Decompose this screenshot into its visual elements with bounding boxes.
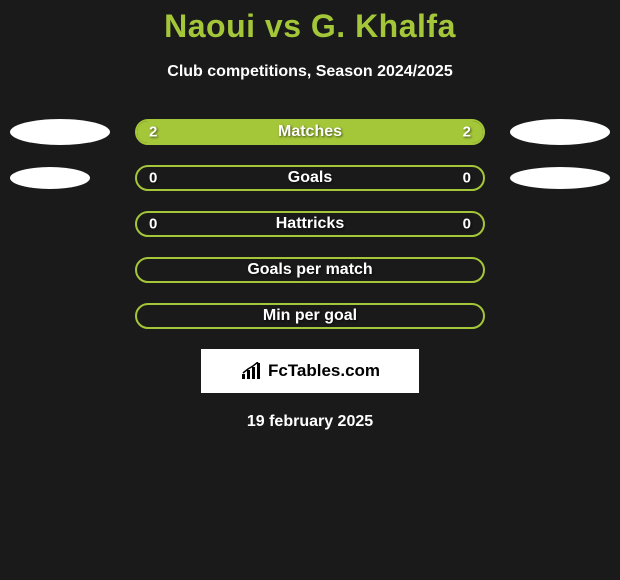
stat-row: 0 Hattricks 0 bbox=[0, 211, 620, 237]
brand-box[interactable]: FcTables.com bbox=[201, 349, 419, 393]
stat-value-right: 2 bbox=[463, 124, 471, 141]
stat-value-right: 0 bbox=[463, 170, 471, 187]
stats-rows: 2 Matches 2 0 Goals 0 0 Hattricks 0 Goals per mat… bbox=[0, 119, 620, 329]
stat-row: 2 Matches 2 bbox=[0, 119, 620, 145]
player-right-icon bbox=[510, 167, 610, 189]
stat-row: 0 Goals 0 bbox=[0, 165, 620, 191]
page-subtitle: Club competitions, Season 2024/2025 bbox=[0, 63, 620, 81]
stat-bar: Goals per match bbox=[135, 257, 485, 283]
stat-label: Goals per match bbox=[247, 261, 372, 279]
stat-bar: 0 Hattricks 0 bbox=[135, 211, 485, 237]
stat-bar: 2 Matches 2 bbox=[135, 119, 485, 145]
stat-row: Min per goal bbox=[0, 303, 620, 329]
stat-value-right: 0 bbox=[463, 216, 471, 233]
player-left-icon bbox=[10, 119, 110, 145]
footer-date: 19 february 2025 bbox=[0, 413, 620, 431]
stat-label: Matches bbox=[278, 123, 342, 141]
brand-text: FcTables.com bbox=[268, 361, 380, 381]
stats-card: Naoui vs G. Khalfa Club competitions, Se… bbox=[0, 0, 620, 431]
page-title: Naoui vs G. Khalfa bbox=[0, 8, 620, 45]
stat-label: Min per goal bbox=[263, 307, 357, 325]
player-left-icon bbox=[10, 167, 90, 189]
stat-value-left: 2 bbox=[149, 124, 157, 141]
stat-value-left: 0 bbox=[149, 170, 157, 187]
stat-label: Goals bbox=[288, 169, 332, 187]
stat-value-left: 0 bbox=[149, 216, 157, 233]
brand-chart-icon bbox=[240, 362, 264, 380]
stat-row: Goals per match bbox=[0, 257, 620, 283]
player-right-icon bbox=[510, 119, 610, 145]
stat-bar: 0 Goals 0 bbox=[135, 165, 485, 191]
stat-bar: Min per goal bbox=[135, 303, 485, 329]
stat-label: Hattricks bbox=[276, 215, 344, 233]
